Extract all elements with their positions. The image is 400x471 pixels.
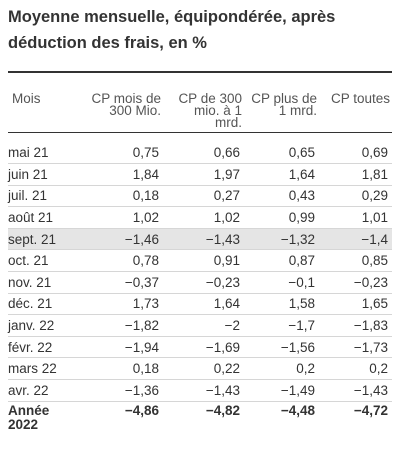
table-row: déc. 21 1,73 1,64 1,58 1,65 bbox=[8, 293, 392, 316]
value-cell: 0,2 bbox=[319, 357, 392, 381]
value-cell: 1,73 bbox=[74, 293, 163, 316]
value-cell: −1,82 bbox=[74, 314, 163, 337]
value-cell: 1,81 bbox=[319, 163, 392, 186]
value-cell: −1,32 bbox=[244, 228, 319, 251]
table-row: août 21 1,02 1,02 0,99 1,01 bbox=[8, 206, 392, 229]
table-row: mai 21 0,75 0,66 0,65 0,69 bbox=[8, 142, 392, 165]
value-cell: −1,83 bbox=[319, 314, 392, 337]
value-cell: 1,84 bbox=[74, 163, 163, 186]
value-cell: −0,37 bbox=[74, 271, 163, 294]
month-cell: juil. 21 bbox=[8, 185, 74, 208]
value-cell: −1,49 bbox=[244, 379, 319, 402]
value-cell: −0,23 bbox=[319, 271, 392, 294]
month-cell: août 21 bbox=[8, 206, 74, 229]
month-cell: févr. 22 bbox=[8, 336, 74, 359]
total-value-cell: −4,48 bbox=[280, 402, 315, 418]
value-cell: 0,91 bbox=[163, 249, 244, 273]
value-cell: 0,85 bbox=[319, 249, 392, 273]
column-header-cp-300m: CP mois de 300 Mio. bbox=[74, 73, 163, 133]
value-cell: −1,43 bbox=[319, 379, 392, 402]
value-cell: −1,69 bbox=[163, 336, 244, 359]
value-cell: 1,97 bbox=[163, 163, 244, 186]
value-cell: −1,43 bbox=[163, 228, 244, 251]
top-rule bbox=[8, 71, 392, 73]
value-cell: 1,02 bbox=[163, 206, 244, 229]
month-cell: sept. 21 bbox=[8, 228, 74, 251]
table-row: juil. 21 0,18 0,27 0,43 0,29 bbox=[8, 185, 392, 208]
total-value-cell: −4,86 bbox=[124, 402, 159, 418]
month-cell: mai 21 bbox=[8, 142, 74, 165]
value-cell: 1,01 bbox=[319, 206, 392, 229]
value-cell: 0,43 bbox=[244, 185, 319, 208]
value-cell: 0,29 bbox=[319, 185, 392, 208]
value-cell: 0,18 bbox=[74, 185, 163, 208]
value-cell: 0,65 bbox=[244, 142, 319, 165]
table-row: oct. 21 0,78 0,91 0,87 0,85 bbox=[8, 249, 392, 273]
value-cell: 0,87 bbox=[244, 249, 319, 273]
value-cell: 1,64 bbox=[163, 293, 244, 316]
value-cell: −2 bbox=[163, 314, 244, 337]
total-label: Année 2022 bbox=[8, 402, 50, 432]
column-header-cp-all: CP toutes bbox=[319, 73, 392, 133]
value-cell: −0,1 bbox=[244, 271, 319, 294]
month-cell: avr. 22 bbox=[8, 379, 74, 402]
table-row-highlighted: sept. 21 −1,46 −1,43 −1,32 −1,4 bbox=[8, 228, 392, 251]
month-cell: oct. 21 bbox=[8, 249, 74, 273]
header-row: Mois CP mois de 300 Mio. CP de 300 mio. … bbox=[8, 73, 392, 133]
value-cell: −0,23 bbox=[163, 271, 244, 294]
table-row: janv. 22 −1,82 −2 −1,7 −1,83 bbox=[8, 314, 392, 337]
column-header-cp-300m-1b: CP de 300 mio. à 1 mrd. bbox=[163, 73, 244, 133]
table-row: févr. 22 −1,94 −1,69 −1,56 −1,73 bbox=[8, 336, 392, 359]
value-cell: −1,73 bbox=[319, 336, 392, 359]
value-cell: 0,99 bbox=[244, 206, 319, 229]
month-cell: juin 21 bbox=[8, 163, 74, 186]
value-cell: 1,64 bbox=[244, 163, 319, 186]
value-cell: 0,78 bbox=[74, 249, 163, 273]
value-cell: 1,02 bbox=[74, 206, 163, 229]
value-cell: −1,36 bbox=[74, 379, 163, 402]
table-row: avr. 22 −1,36 −1,43 −1,49 −1,43 bbox=[8, 379, 392, 402]
table-row: nov. 21 −0,37 −0,23 −0,1 −0,23 bbox=[8, 271, 392, 294]
month-cell: déc. 21 bbox=[8, 293, 74, 316]
value-cell: 0,2 bbox=[244, 357, 319, 381]
month-cell: janv. 22 bbox=[8, 314, 74, 337]
value-cell: 0,27 bbox=[163, 185, 244, 208]
column-header-month: Mois bbox=[8, 73, 74, 133]
month-cell: nov. 21 bbox=[8, 271, 74, 294]
total-value-cell: −4,72 bbox=[353, 402, 388, 418]
value-cell: 1,58 bbox=[244, 293, 319, 316]
value-cell: −1,4 bbox=[319, 228, 392, 251]
total-value-cell: −4,82 bbox=[205, 402, 240, 418]
value-cell: 0,75 bbox=[74, 142, 163, 165]
value-cell: −1,94 bbox=[74, 336, 163, 359]
value-cell: −1,46 bbox=[74, 228, 163, 251]
total-row: Année 2022 −4,86 −4,82 −4,48 −4,72 bbox=[8, 401, 392, 442]
value-cell: 0,22 bbox=[163, 357, 244, 381]
returns-table: Mois CP mois de 300 Mio. CP de 300 mio. … bbox=[8, 73, 392, 442]
value-cell: 0,69 bbox=[319, 142, 392, 165]
value-cell: 0,18 bbox=[74, 357, 163, 381]
value-cell: −1,43 bbox=[163, 379, 244, 402]
column-header-cp-over-1b: CP plus de 1 mrd. bbox=[244, 73, 319, 133]
value-cell: −1,56 bbox=[244, 336, 319, 359]
value-cell: 0,66 bbox=[163, 142, 244, 165]
table-title: Moyenne mensuelle, équipondérée, après d… bbox=[8, 8, 336, 52]
month-cell: mars 22 bbox=[8, 357, 74, 381]
table-row: juin 21 1,84 1,97 1,64 1,81 bbox=[8, 163, 392, 186]
table-row: mars 22 0,18 0,22 0,2 0,2 bbox=[8, 357, 392, 381]
value-cell: 1,65 bbox=[319, 293, 392, 316]
value-cell: −1,7 bbox=[244, 314, 319, 337]
